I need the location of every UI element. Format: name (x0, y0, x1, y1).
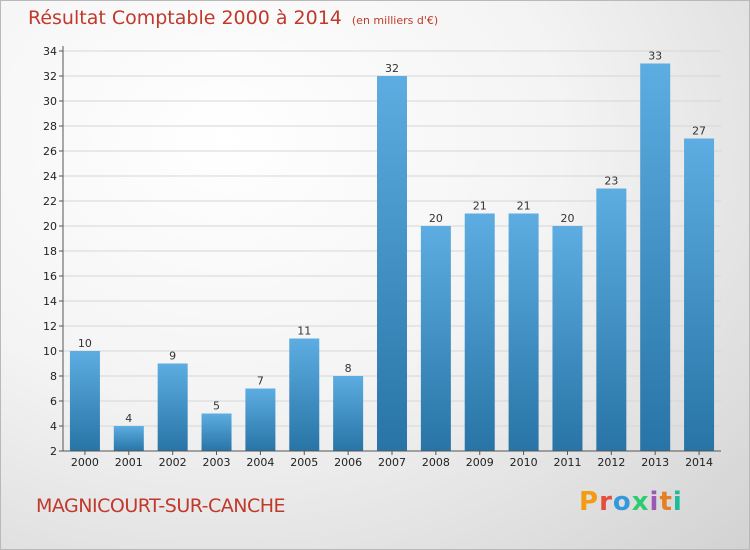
proxiti-logo[interactable]: Proxiti (579, 487, 683, 517)
bar-value-label: 10 (78, 337, 92, 350)
y-tick-label: 14 (43, 295, 57, 308)
y-tick-label: 12 (43, 320, 57, 333)
bar (289, 338, 320, 451)
logo-letter: i (672, 487, 683, 517)
bar-value-label: 32 (385, 62, 399, 75)
x-tick-label: 2007 (378, 456, 406, 469)
x-tick-label: 2003 (203, 456, 231, 469)
x-tick-label: 2002 (159, 456, 187, 469)
y-tick-label: 32 (43, 70, 57, 83)
bar-value-label: 5 (213, 400, 220, 413)
logo-letter: t (659, 487, 673, 517)
x-tick-label: 2004 (246, 456, 274, 469)
x-tick-label: 2013 (641, 456, 669, 469)
y-tick-label: 30 (43, 95, 57, 108)
x-tick-label: 2010 (510, 456, 538, 469)
x-tick-label: 2001 (115, 456, 143, 469)
bars (69, 63, 715, 451)
x-tick-label: 2012 (597, 456, 625, 469)
town-name: MAGNICOURT-SUR-CANCHE (36, 495, 286, 517)
x-tick-label: 2011 (553, 456, 581, 469)
bar-value-label: 20 (560, 212, 574, 225)
bar-value-label: 9 (169, 350, 176, 363)
bar (333, 376, 364, 451)
logo-letter: x (631, 487, 650, 517)
x-tick-label: 2009 (466, 456, 494, 469)
y-tick-label: 6 (50, 395, 57, 408)
y-tick-label: 16 (43, 270, 57, 283)
logo-letter: r (599, 487, 613, 517)
bar-value-label: 21 (517, 200, 531, 213)
labels: 10 4 9 5 7 11 8 32 20 21 21 20 23 33 27 (78, 50, 706, 426)
y-tick-label: 2 (50, 445, 57, 458)
chart-title: Résultat Comptable 2000 à 2014 (en millie… (28, 7, 438, 29)
bar (508, 213, 539, 451)
bar-value-label: 23 (604, 175, 618, 188)
bar (377, 76, 407, 451)
bar-value-label: 8 (345, 362, 352, 375)
bar-value-label: 21 (473, 200, 487, 213)
logo-letter: P (579, 487, 600, 517)
chart-unit: (en milliers d'€) (351, 14, 439, 27)
bar-value-label: 33 (648, 50, 662, 63)
y-tick-label: 24 (43, 170, 57, 183)
bar (552, 226, 583, 451)
x-tick-label: 2014 (685, 456, 713, 469)
bar (420, 226, 451, 451)
bar (464, 213, 495, 451)
y-tick-label: 10 (43, 345, 57, 358)
y-tick-label: 34 (43, 45, 57, 58)
bar (157, 363, 188, 451)
logo-letter: o (612, 487, 632, 517)
bar (684, 138, 715, 451)
y-tick-label: 26 (43, 145, 57, 158)
bar-value-label: 7 (257, 375, 264, 388)
bar-value-label: 20 (429, 212, 443, 225)
bar (640, 63, 671, 451)
y-tick-label: 22 (43, 195, 57, 208)
x-tick-label: 2006 (334, 456, 362, 469)
y-tick-label: 20 (43, 220, 57, 233)
y-tick-label: 18 (43, 245, 57, 258)
x-tick-label: 2005 (290, 456, 318, 469)
bar-value-label: 11 (297, 325, 311, 338)
bar-value-label: 27 (692, 125, 706, 138)
y-tick-label: 28 (43, 120, 57, 133)
bar (69, 351, 100, 451)
bar (596, 188, 627, 451)
chart-title-text: Résultat Comptable 2000 à 2014 (28, 7, 342, 29)
bar (245, 388, 276, 451)
bar-value-label: 4 (125, 412, 132, 425)
y-tick-label: 8 (50, 370, 57, 383)
x-tick-label: 2000 (71, 456, 99, 469)
logo-letter: i (649, 487, 660, 517)
bar (113, 426, 144, 451)
bar (201, 413, 232, 451)
x-tick-label: 2008 (422, 456, 450, 469)
y-tick-label: 4 (50, 420, 57, 433)
